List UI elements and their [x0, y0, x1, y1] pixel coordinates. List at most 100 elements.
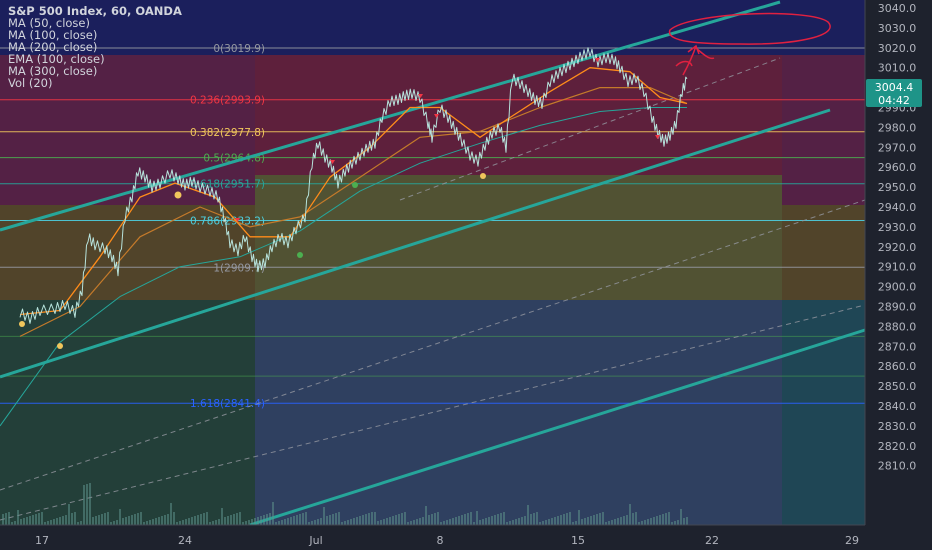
volume-bar [392, 516, 394, 525]
zone-fib-red [255, 55, 782, 175]
last-price-label: 3004.4 [875, 81, 914, 94]
volume-bar [38, 513, 40, 525]
fib-level-label: 0(3019.9) [213, 43, 265, 55]
volume-bar [170, 503, 172, 525]
zone-right-low [782, 300, 865, 525]
indicator-ma50[interactable]: MA (50, close) [8, 16, 90, 30]
volume-bar [584, 518, 586, 525]
top-band [0, 0, 865, 55]
volume-bar [329, 515, 331, 525]
indicator-volume[interactable]: Vol (20) [8, 76, 53, 90]
volume-bar [20, 519, 22, 525]
volume-bar [161, 516, 163, 525]
volume-bar [527, 505, 529, 525]
volume-bar [434, 513, 436, 525]
volume-bar [536, 512, 538, 525]
volume-bar [599, 513, 601, 525]
volume-bar [656, 516, 658, 525]
volume-bar [173, 512, 175, 525]
signal-markers [19, 58, 660, 349]
volume-bar [497, 514, 499, 525]
volume-bar [452, 518, 454, 525]
volume-bar [164, 515, 166, 525]
y-tick-label: 2830.0 [878, 420, 917, 433]
zone-fib-olive [255, 175, 782, 300]
hand-drawn-annotation [668, 12, 831, 76]
x-tick-label: 8 [437, 534, 444, 547]
volume-bar [341, 522, 343, 525]
volume-bar [269, 513, 271, 525]
volume-bar [485, 518, 487, 525]
indicator-ma300[interactable]: MA (300, close) [8, 64, 98, 78]
volume-bar [80, 521, 82, 525]
fib-level-label: 0.786(2933.2) [190, 216, 265, 228]
volume-bar [296, 515, 298, 525]
volume-bar [242, 522, 244, 525]
volume-bar [29, 516, 31, 525]
volume-bar [401, 513, 403, 525]
volume-bar [68, 504, 70, 525]
volume-bar [413, 520, 415, 525]
volume-bar [332, 514, 334, 525]
volume-bar [677, 520, 679, 525]
y-tick-label: 2860.0 [878, 360, 917, 373]
volume-bar [248, 520, 250, 525]
volume-bar [305, 512, 307, 525]
volume-bar [512, 520, 514, 525]
y-tick-label: 2900.0 [878, 281, 917, 294]
volume-bar [338, 512, 340, 525]
volume-bar [323, 507, 325, 525]
volume-bar [557, 516, 559, 525]
volume-bar [212, 521, 214, 525]
countdown-label: 04:42 [878, 94, 910, 107]
volume-bar [149, 520, 151, 525]
volume-bar [326, 516, 328, 525]
volume-bar [236, 513, 238, 525]
volume-bar [101, 514, 103, 525]
volume-bar [32, 515, 34, 525]
volume-bar [11, 522, 13, 525]
volume-bar [566, 513, 568, 525]
indicator-ma200[interactable]: MA (200, close) [8, 40, 98, 54]
volume-bar [35, 514, 37, 525]
y-tick-label: 2980.0 [878, 121, 917, 134]
volume-bar [116, 520, 118, 525]
volume-bar [398, 514, 400, 525]
indicator-ema100[interactable]: EMA (100, close) [8, 52, 105, 66]
volume-bar [461, 515, 463, 525]
volume-bar [431, 514, 433, 525]
volume-bar [404, 512, 406, 525]
x-tick-label: 15 [571, 534, 585, 547]
volume-bar [356, 517, 358, 525]
volume-bar [665, 513, 667, 525]
volume-bar [596, 514, 598, 525]
ma-slow-line [19, 87, 688, 337]
volume-bar [50, 520, 52, 525]
volume-bar [185, 519, 187, 525]
y-tick-label: 2910.0 [878, 261, 917, 274]
y-tick-label: 3010.0 [878, 62, 917, 75]
volume-bar [491, 516, 493, 525]
volume-bar [389, 517, 391, 525]
volume-bar [188, 518, 190, 525]
volume-bar [89, 483, 91, 525]
volume-bar [239, 512, 241, 525]
volume-bar [560, 515, 562, 525]
volume-bar [182, 520, 184, 525]
volume-bar [605, 522, 607, 525]
volume-bar [503, 512, 505, 525]
volume-bar [449, 519, 451, 525]
volume-bar [470, 512, 472, 525]
volume-bar [581, 519, 583, 525]
volume-bar [572, 522, 574, 525]
volume-bar [62, 516, 64, 525]
indicator-ma100[interactable]: MA (100, close) [8, 28, 98, 42]
volume-bar [293, 516, 295, 525]
volume-bar [407, 522, 409, 525]
zone-right-upper [782, 55, 865, 205]
zone-fib-blue [255, 300, 782, 525]
volume-bar [155, 518, 157, 525]
target-ellipse [668, 12, 831, 45]
volume-bar [176, 522, 178, 525]
